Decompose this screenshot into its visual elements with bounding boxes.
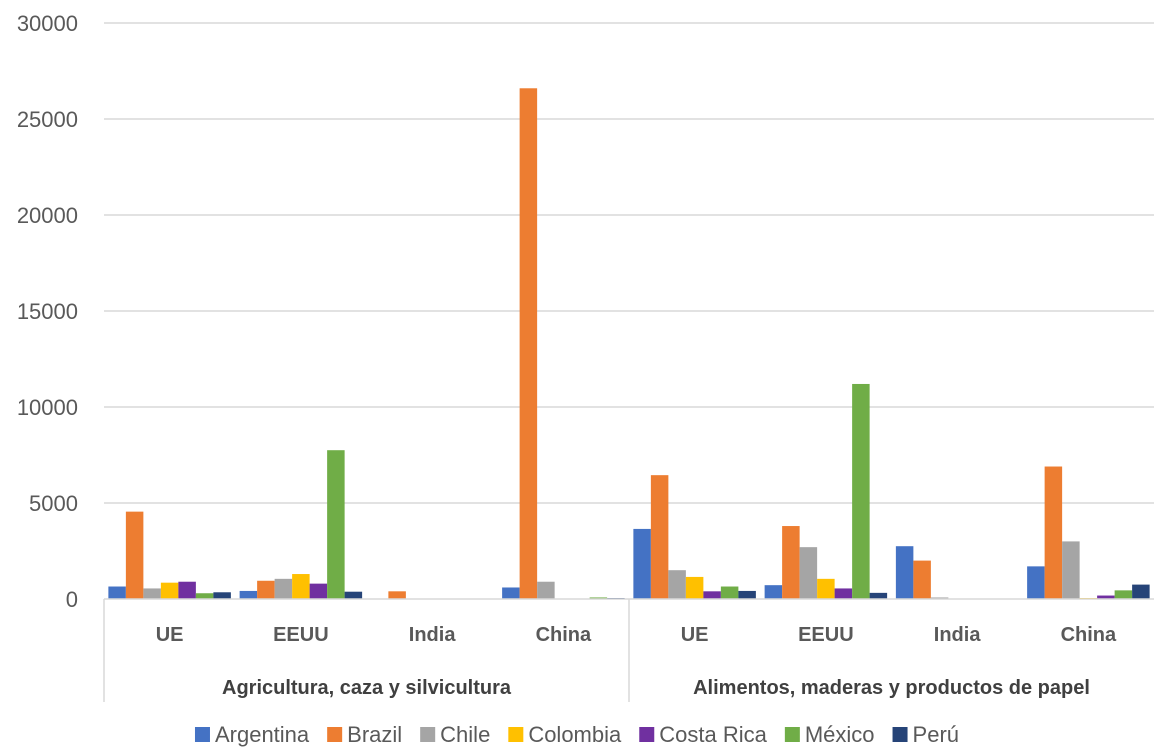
bar <box>852 383 870 599</box>
legend-swatch <box>508 727 524 742</box>
bar <box>895 546 914 599</box>
bar <box>160 582 179 599</box>
bar <box>1044 466 1063 599</box>
group-labels: Agricultura, caza y silvicultura Alimento… <box>222 677 1090 699</box>
legend-label: México <box>805 722 875 747</box>
category-label: India <box>934 624 982 646</box>
gridlines <box>104 22 1154 504</box>
y-tick-label: 25000 <box>17 107 78 132</box>
legend-item: Perú <box>892 722 959 747</box>
bar <box>519 88 538 599</box>
legend-swatch <box>194 727 210 742</box>
legend-item: Argentina <box>194 722 310 747</box>
bar <box>869 592 888 599</box>
legend-item: Chile <box>420 722 490 747</box>
category-label: China <box>536 624 592 646</box>
legend-item: México <box>784 722 875 747</box>
bar <box>685 576 704 599</box>
bar <box>274 578 293 599</box>
bar <box>502 587 520 599</box>
bar <box>344 591 363 599</box>
bar <box>125 511 144 599</box>
legend-swatch <box>327 727 343 742</box>
legend-item: Brazil <box>327 722 402 747</box>
legend-item: Costa Rica <box>639 722 768 747</box>
bar <box>1027 566 1045 599</box>
bar <box>388 591 406 599</box>
legend-label: Argentina <box>215 722 310 747</box>
legend-label: Perú <box>913 722 959 747</box>
category-labels: UE EEUU India China UE EEUU India China <box>156 624 1117 646</box>
bar <box>1132 584 1150 599</box>
legend-swatch <box>420 727 436 742</box>
bar <box>178 581 196 599</box>
bar <box>292 574 310 599</box>
bar <box>257 580 275 599</box>
y-tick-label: 0 <box>66 587 78 612</box>
bar <box>817 578 835 599</box>
group-label: Alimentos, maderas y productos de papel <box>693 677 1090 699</box>
bar <box>738 590 756 599</box>
bar <box>213 592 231 599</box>
bar <box>537 581 555 599</box>
bar <box>668 570 686 599</box>
legend-swatch <box>784 727 800 742</box>
category-label: EEUU <box>273 624 329 646</box>
bar <box>1097 595 1115 599</box>
bar <box>1114 590 1133 599</box>
bar <box>930 597 949 599</box>
bar <box>327 450 345 599</box>
category-label: UE <box>681 624 709 646</box>
group-label: Agricultura, caza y silvicultura <box>222 677 512 699</box>
bar <box>195 593 214 599</box>
bar <box>913 560 931 599</box>
bar <box>108 586 126 599</box>
category-label: UE <box>156 624 184 646</box>
bar <box>799 547 818 599</box>
legend-swatch <box>892 727 908 742</box>
y-tick-label: 20000 <box>17 203 78 228</box>
bar <box>1062 541 1080 599</box>
bar <box>720 586 739 599</box>
bar <box>143 588 161 599</box>
legend-label: Chile <box>440 722 490 747</box>
category-label: India <box>409 624 457 646</box>
legend-item: Colombia <box>508 722 622 747</box>
bar <box>650 475 669 599</box>
legend-label: Colombia <box>528 722 622 747</box>
legend-swatch <box>639 727 655 742</box>
legend-label: Costa Rica <box>659 722 767 747</box>
bar <box>239 590 258 599</box>
category-label: China <box>1061 624 1117 646</box>
bar <box>309 583 328 599</box>
bar <box>782 526 800 599</box>
y-tick-label: 30000 <box>17 11 78 36</box>
bar <box>633 528 651 599</box>
bar <box>703 591 721 599</box>
legend-label: Brazil <box>347 722 402 747</box>
bar <box>834 588 853 599</box>
legend: Argentina Brazil Chile Colombia Costa Rica Mé… <box>194 722 959 747</box>
y-tick-label: 10000 <box>17 395 78 420</box>
y-tick-label: 5000 <box>29 491 78 516</box>
category-label: EEUU <box>798 624 854 646</box>
bar <box>764 585 783 599</box>
bars <box>108 88 1150 599</box>
y-tick-label: 15000 <box>17 299 78 324</box>
bar <box>589 597 608 599</box>
x-axis <box>103 598 1154 702</box>
y-axis-ticks: 0 5000 10000 15000 20000 25000 30000 <box>17 11 78 612</box>
